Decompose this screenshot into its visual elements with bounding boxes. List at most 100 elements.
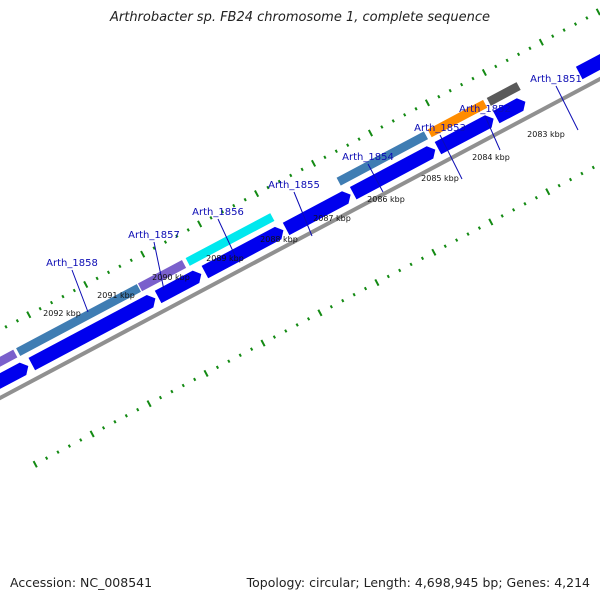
inner-tick xyxy=(89,430,95,438)
outer-tick xyxy=(266,185,270,190)
inner-tick xyxy=(431,248,437,256)
kbp-label: 2091 kbp xyxy=(97,291,135,300)
callout-line xyxy=(293,191,313,237)
callout-line xyxy=(367,163,384,193)
outer-tick xyxy=(380,125,384,129)
inner-tick xyxy=(272,335,276,339)
outer-tick xyxy=(152,246,156,250)
callout-line xyxy=(217,218,239,263)
outer-tick xyxy=(38,306,42,311)
inner-tick xyxy=(146,400,152,408)
outer-tick xyxy=(551,34,555,38)
inner-tick xyxy=(317,309,323,317)
inner-tick xyxy=(295,323,299,327)
cds-arrow xyxy=(493,98,526,124)
inner-tick xyxy=(568,177,573,182)
callout-line xyxy=(555,85,579,131)
kbp-label: 2085 kbp xyxy=(421,174,459,183)
gene-label-arth-1854: Arth_1854 xyxy=(342,152,394,163)
inner-tick xyxy=(181,383,185,388)
outer-tick xyxy=(140,250,146,258)
outer-tick xyxy=(437,94,441,99)
outer-tick xyxy=(175,234,179,238)
cds-arrow xyxy=(28,295,156,371)
inner-tick xyxy=(545,188,551,196)
outer-tick xyxy=(243,197,247,202)
gene-label-arth-1856: Arth_1856 xyxy=(192,207,244,218)
outer-tick xyxy=(481,68,487,77)
outer-tick xyxy=(448,88,452,93)
inner-tick xyxy=(203,369,209,377)
gene-label-arth-1851: Arth_1851 xyxy=(530,74,582,85)
kbp-label: 2086 kbp xyxy=(367,195,405,204)
inner-tick xyxy=(193,377,197,382)
outer-tick xyxy=(197,220,203,228)
purple-feature-bar xyxy=(0,348,20,369)
inner-tick xyxy=(101,426,106,430)
outer-tick xyxy=(61,294,65,299)
inner-tick xyxy=(136,407,140,412)
callout-line xyxy=(71,269,89,313)
inner-tick xyxy=(45,456,49,460)
inner-tick xyxy=(386,274,390,279)
inner-tick xyxy=(398,268,402,273)
kbp-label: 2083 kbp xyxy=(527,130,565,139)
inner-tick xyxy=(124,413,128,418)
outer-tick xyxy=(505,58,509,63)
outer-tick xyxy=(186,228,190,232)
outer-tick xyxy=(289,173,293,178)
cds-arrow xyxy=(0,362,29,389)
kbp-label: 2090 kbp xyxy=(152,273,190,282)
inner-tick xyxy=(260,339,266,347)
inner-tick xyxy=(488,218,494,226)
inner-tick xyxy=(455,238,459,242)
outer-tick xyxy=(220,209,224,214)
steelblue-feature-bar xyxy=(334,129,430,188)
outer-tick xyxy=(323,155,327,160)
inner-tick xyxy=(56,450,60,454)
cds-arrow xyxy=(434,115,494,155)
inner-tick xyxy=(238,353,242,358)
inner-tick xyxy=(341,298,345,303)
outer-tick xyxy=(494,64,498,69)
cds-arrow xyxy=(154,270,202,304)
kbp-label: 2092 kbp xyxy=(43,309,81,318)
cds-arrow xyxy=(349,146,436,200)
inner-tick xyxy=(512,208,516,212)
gene-label-arth-1853: Arth_1853 xyxy=(414,123,466,134)
inner-tick xyxy=(250,347,254,351)
outer-tick xyxy=(15,319,19,323)
outer-tick xyxy=(83,280,89,289)
outer-tick xyxy=(460,82,464,87)
outer-tick xyxy=(334,149,338,154)
outer-tick xyxy=(346,143,350,147)
outer-tick xyxy=(49,300,54,305)
outer-tick xyxy=(300,167,304,172)
backbone-group xyxy=(0,76,600,401)
topology-text: Topology: circular; Length: 4,698,945 bp… xyxy=(246,575,590,590)
kbp-labels: 2092 kbp 2091 kbp 2090 kbp 2089 kbp 2088 kbp… xyxy=(43,130,565,318)
outer-tick xyxy=(538,38,544,46)
gray-feature-bar xyxy=(485,80,523,108)
outer-tick xyxy=(163,240,168,244)
outer-tick xyxy=(106,270,111,275)
inner-tick xyxy=(500,214,504,218)
outer-tick xyxy=(232,203,236,208)
accession-text: Accession: NC_008541 xyxy=(10,575,153,590)
outer-tick xyxy=(471,76,475,81)
outer-tick xyxy=(254,190,260,198)
inner-tick xyxy=(170,389,174,394)
gene-label-arth-1852: Arth_1852 xyxy=(459,104,511,115)
gene-callouts: Arth_1858 Arth_1857 Arth_1856 Arth_1855 Arth… xyxy=(46,74,582,313)
inner-tick xyxy=(580,171,584,176)
outer-tick xyxy=(129,258,133,263)
gene-label-arth-1855: Arth_1855 xyxy=(268,180,320,191)
outer-tick xyxy=(209,216,213,220)
inner-scale-ticks xyxy=(32,165,595,468)
outer-tick xyxy=(4,325,8,329)
inner-tick xyxy=(534,195,538,200)
outer-tick xyxy=(277,179,281,184)
callout-line xyxy=(484,115,501,151)
